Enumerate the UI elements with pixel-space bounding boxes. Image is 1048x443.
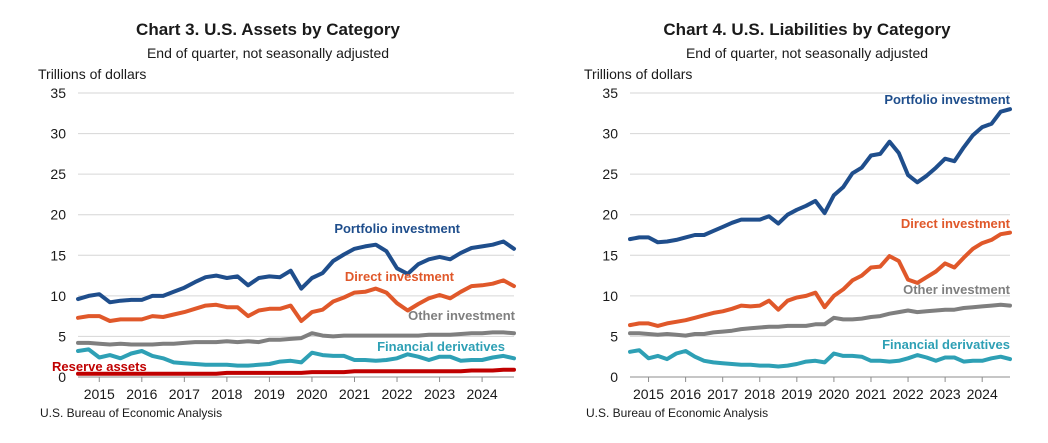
series-line-financial-derivatives xyxy=(628,348,1012,369)
series-label-financial-derivatives: Financial derivatives xyxy=(377,339,505,354)
x-tick-label: 2024 xyxy=(467,386,498,402)
x-tick-label: 2022 xyxy=(381,386,412,402)
series-label-reserve-assets: Reserve assets xyxy=(52,359,147,374)
y-tick-label: 0 xyxy=(610,369,618,385)
x-tick-label: 2016 xyxy=(126,386,157,402)
y-tick-label: 30 xyxy=(602,126,618,142)
source-note: U.S. Bureau of Economic Analysis xyxy=(40,406,223,420)
liabilities-line-chart: 0 5 10 15 20 25 30 35 2015 2016 2017 2018 2019 2020 20… xyxy=(602,85,1012,402)
series-label-financial-derivatives: Financial derivatives xyxy=(882,337,1010,352)
chart-subtitle: End of quarter, not seasonally adjusted xyxy=(685,45,929,61)
x-tick-label: 2015 xyxy=(633,386,664,402)
y-tick-label: 35 xyxy=(602,85,618,101)
y-tick-label: 5 xyxy=(610,328,618,344)
y-tick-label: 5 xyxy=(58,328,66,344)
chart-subtitle: End of quarter, not seasonally adjusted xyxy=(146,45,390,61)
y-tick-label: 10 xyxy=(602,288,618,304)
series-line-direct-investment xyxy=(76,278,516,323)
y-tick-label: 20 xyxy=(602,207,618,223)
series-label-other-investment: Other investment xyxy=(903,282,1011,297)
y-tick-label: 30 xyxy=(50,126,66,142)
x-tick-label: 2019 xyxy=(254,386,285,402)
x-tick-label: 2017 xyxy=(707,386,738,402)
x-tick-label: 2021 xyxy=(855,386,886,402)
y-tick-label: 35 xyxy=(50,85,66,101)
x-tick-label: 2024 xyxy=(967,386,998,402)
series-label-direct-investment: Direct investment xyxy=(345,269,455,284)
gridlines xyxy=(78,92,514,378)
series-line-portfolio-investment xyxy=(628,107,1012,245)
series-line-other-investment xyxy=(628,302,1012,338)
y-tick-label: 10 xyxy=(50,288,66,304)
series-line-other-investment xyxy=(76,330,516,347)
x-tick-label: 2020 xyxy=(818,386,849,402)
gridlines xyxy=(630,92,1010,378)
y-tick-label: 25 xyxy=(602,166,618,182)
x-tick-label: 2018 xyxy=(211,386,242,402)
y-tick-label: 20 xyxy=(50,207,66,223)
x-tick-label: 2023 xyxy=(930,386,961,402)
series-label-other-investment: Other investment xyxy=(408,308,516,323)
series-label-portfolio-investment: Portfolio investment xyxy=(884,92,1010,107)
chart-title: Chart 4. U.S. Liabilities by Category xyxy=(663,20,951,39)
y-tick-label: 25 xyxy=(50,166,66,182)
series-label-portfolio-investment: Portfolio investment xyxy=(334,221,460,236)
x-tick-label: 2017 xyxy=(169,386,200,402)
series-line-direct-investment xyxy=(628,230,1012,328)
assets-chart-panel: Chart 3. U.S. Assets by Category End of … xyxy=(38,20,516,420)
y-axis-label: Trillions of dollars xyxy=(38,66,147,82)
y-tick-label: 15 xyxy=(50,247,66,263)
x-tick-label: 2019 xyxy=(781,386,812,402)
series-label-direct-investment: Direct investment xyxy=(901,216,1011,231)
y-tick-label: 15 xyxy=(602,247,618,263)
x-tick-label: 2016 xyxy=(670,386,701,402)
x-tick-label: 2021 xyxy=(339,386,370,402)
series-line-financial-derivatives xyxy=(76,347,516,368)
x-tick-label: 2015 xyxy=(84,386,115,402)
source-note: U.S. Bureau of Economic Analysis xyxy=(586,406,769,420)
series-line-portfolio-investment xyxy=(76,239,516,305)
x-tick-label: 2022 xyxy=(892,386,923,402)
assets-line-chart: 0 5 10 15 20 25 30 35 2015 2016 2017 2018 2019 2020 20… xyxy=(50,85,516,402)
y-axis-label: Trillions of dollars xyxy=(584,66,693,82)
series-line-reserve-assets xyxy=(76,367,516,376)
x-tick-label: 2020 xyxy=(296,386,327,402)
liabilities-chart-panel: Chart 4. U.S. Liabilities by Category En… xyxy=(524,0,1048,443)
chart-title: Chart 3. U.S. Assets by Category xyxy=(136,20,400,39)
x-tick-label: 2023 xyxy=(424,386,455,402)
x-tick-label: 2018 xyxy=(744,386,775,402)
y-tick-label: 0 xyxy=(58,369,66,385)
